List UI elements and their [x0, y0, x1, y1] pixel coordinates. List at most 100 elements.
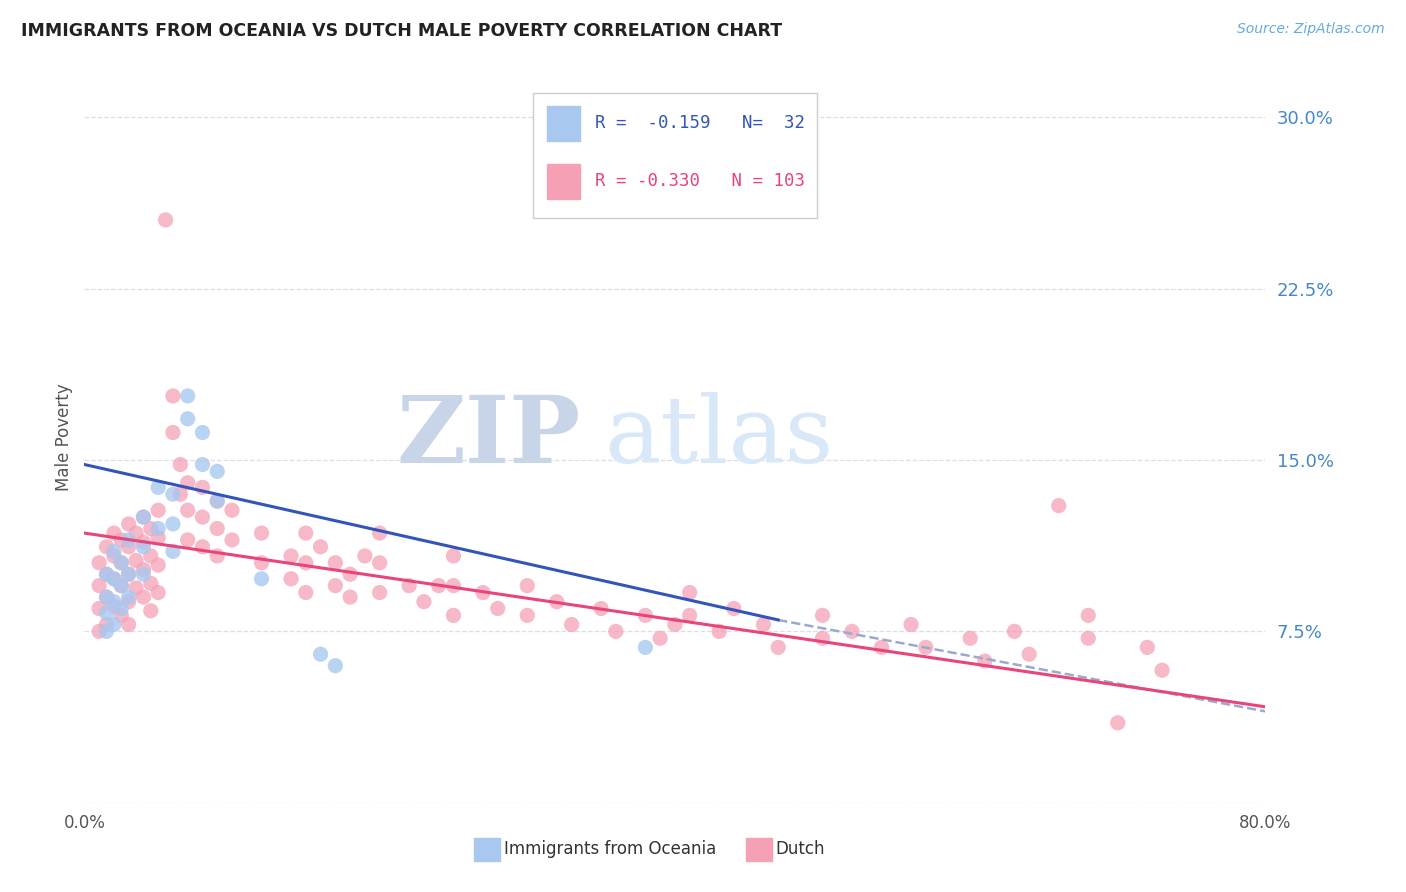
Point [354, 549, 377, 563]
Point [1077, 608, 1099, 623]
Text: atlas: atlas [605, 392, 834, 482]
Point [110, 579, 132, 593]
Point [103, 617, 125, 632]
Point [207, 521, 229, 535]
Point [110, 533, 132, 547]
Point [162, 516, 184, 531]
Point [1018, 647, 1040, 661]
Point [87, 556, 111, 570]
Point [177, 503, 200, 517]
Point [207, 494, 229, 508]
Point [125, 553, 148, 567]
Point [162, 487, 184, 501]
Point [309, 647, 332, 661]
Bar [547, 106, 581, 141]
Bar [474, 838, 501, 862]
Point [148, 585, 170, 599]
Point [162, 425, 184, 440]
Point [125, 526, 148, 541]
Point [325, 556, 347, 570]
Point [103, 595, 125, 609]
Point [841, 624, 863, 639]
Point [368, 526, 391, 541]
Point [207, 549, 229, 563]
Point [221, 533, 243, 547]
Point [325, 658, 347, 673]
Point [139, 521, 162, 535]
Point [516, 579, 538, 593]
Point [427, 579, 450, 593]
Point [191, 425, 214, 440]
Point [870, 640, 893, 655]
Point [339, 590, 361, 604]
Point [148, 521, 170, 535]
Point [280, 572, 302, 586]
Point [1004, 624, 1026, 639]
Point [368, 585, 391, 599]
Point [811, 632, 834, 646]
Point [118, 595, 141, 609]
Point [110, 579, 132, 593]
Point [118, 533, 141, 547]
Point [1077, 632, 1099, 646]
Point [103, 526, 125, 541]
Point [103, 572, 125, 586]
Point [295, 585, 318, 599]
Point [486, 601, 509, 615]
Point [723, 601, 745, 615]
Point [1047, 499, 1070, 513]
Point [634, 608, 657, 623]
Point [443, 608, 465, 623]
Point [191, 510, 214, 524]
Point [177, 412, 200, 426]
Point [177, 389, 200, 403]
Point [295, 556, 318, 570]
Point [169, 487, 191, 501]
Text: R =  -0.159   N=  32: R = -0.159 N= 32 [595, 113, 804, 131]
Point [96, 567, 118, 582]
Point [280, 549, 302, 563]
Point [191, 480, 214, 494]
Text: Immigrants from Oceania: Immigrants from Oceania [503, 840, 716, 858]
Point [974, 654, 997, 668]
Point [169, 458, 191, 472]
Point [103, 549, 125, 563]
Point [118, 516, 141, 531]
Point [591, 601, 613, 615]
Point [110, 556, 132, 570]
Point [103, 572, 125, 586]
Point [605, 624, 627, 639]
Point [96, 540, 118, 554]
Point [96, 624, 118, 639]
Point [191, 458, 214, 472]
Point [250, 572, 273, 586]
Point [96, 567, 118, 582]
Point [139, 576, 162, 591]
Point [132, 590, 155, 604]
Point [139, 604, 162, 618]
Text: IMMIGRANTS FROM OCEANIA VS DUTCH MALE POVERTY CORRELATION CHART: IMMIGRANTS FROM OCEANIA VS DUTCH MALE PO… [21, 22, 782, 40]
Point [96, 606, 118, 620]
Point [132, 563, 155, 577]
Point [110, 601, 132, 615]
Point [250, 556, 273, 570]
Bar [547, 164, 581, 200]
Point [177, 533, 200, 547]
Point [103, 599, 125, 614]
Point [650, 632, 672, 646]
Point [118, 540, 141, 554]
Point [472, 585, 495, 599]
Point [132, 567, 155, 582]
Point [87, 601, 111, 615]
Point [162, 544, 184, 558]
Point [959, 632, 981, 646]
Point [177, 475, 200, 490]
Point [87, 579, 111, 593]
Point [132, 510, 155, 524]
Point [1150, 663, 1173, 677]
Point [110, 556, 132, 570]
Point [96, 617, 118, 632]
Point [811, 608, 834, 623]
Point [915, 640, 938, 655]
Point [96, 590, 118, 604]
